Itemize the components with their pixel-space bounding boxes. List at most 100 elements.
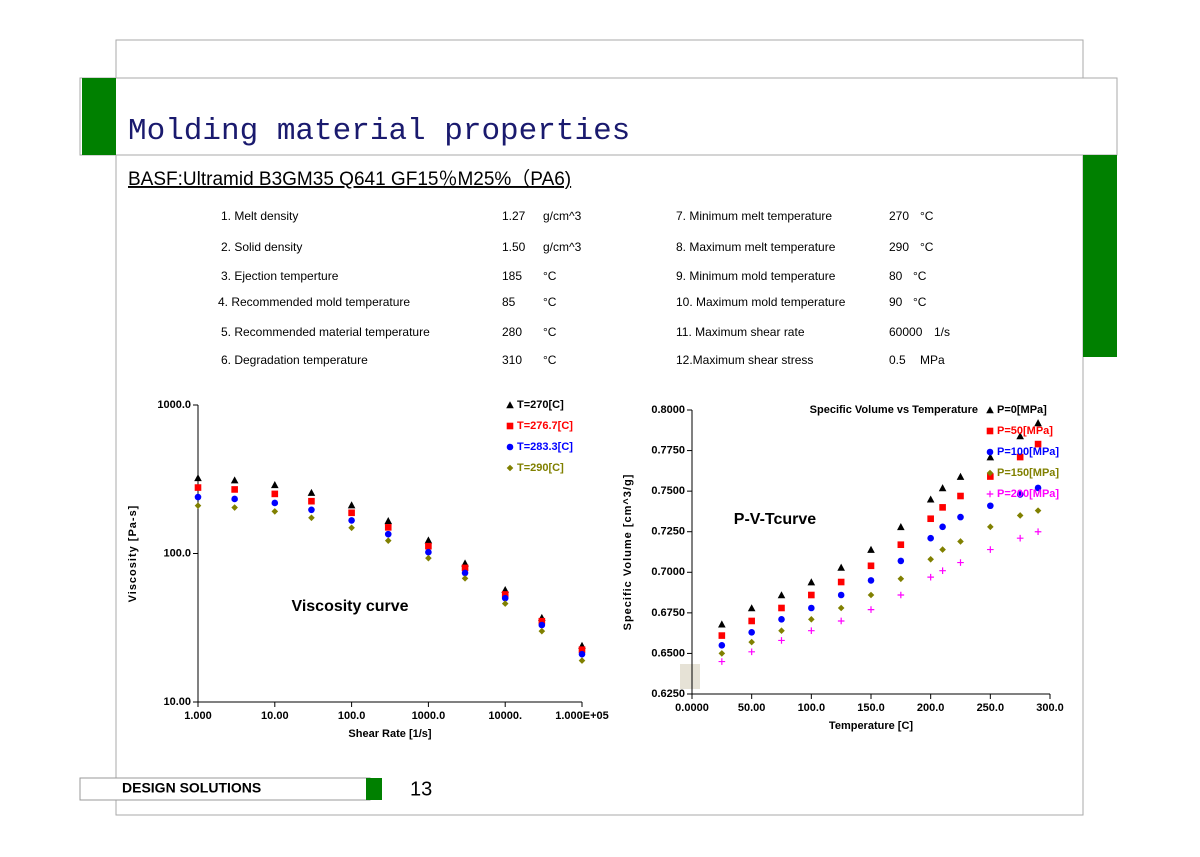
legend-marker bbox=[986, 427, 994, 435]
subtitle: BASF:Ultramid B3GM35 Q641 GF15％M25%（PA6) bbox=[128, 168, 571, 190]
property-unit: °C bbox=[543, 325, 557, 339]
legend-label: P=0[MPa] bbox=[997, 404, 1047, 416]
property-label: 11. Maximum shear rate bbox=[676, 325, 805, 339]
y-tick-label: 0.7250 bbox=[651, 526, 685, 538]
data-marker bbox=[927, 515, 934, 523]
legend-label: T=283.3[C] bbox=[517, 441, 573, 453]
legend-label: P=100[MPa] bbox=[997, 446, 1059, 458]
data-marker bbox=[987, 502, 994, 510]
data-marker bbox=[231, 495, 238, 503]
property-unit: °C bbox=[913, 295, 927, 309]
data-marker bbox=[1034, 507, 1042, 514]
data-marker bbox=[926, 495, 935, 503]
data-marker bbox=[778, 627, 785, 635]
chart-annotation: Viscosity curve bbox=[291, 598, 408, 615]
property-value: 270 bbox=[889, 209, 909, 223]
data-marker bbox=[718, 632, 726, 639]
data-marker bbox=[956, 472, 965, 480]
data-marker bbox=[867, 545, 875, 553]
x-axis-label: Temperature [C] bbox=[829, 720, 913, 732]
data-marker bbox=[808, 604, 815, 612]
x-tick-label: 1000.0 bbox=[412, 710, 446, 722]
data-marker bbox=[897, 541, 905, 548]
property-unit: 1/s bbox=[934, 325, 950, 339]
data-marker bbox=[1016, 453, 1024, 461]
data-marker bbox=[231, 486, 238, 493]
property-unit: °C bbox=[920, 240, 934, 254]
data-marker bbox=[461, 564, 469, 572]
data-marker bbox=[425, 542, 432, 550]
data-marker bbox=[748, 629, 755, 636]
data-marker bbox=[461, 575, 469, 582]
data-marker bbox=[384, 517, 393, 525]
data-marker bbox=[461, 569, 469, 577]
data-marker bbox=[384, 524, 392, 531]
x-tick-label: 100.0 bbox=[338, 710, 366, 722]
data-marker bbox=[938, 484, 947, 492]
data-marker bbox=[425, 548, 432, 556]
data-marker bbox=[718, 650, 726, 657]
property-value: 90 bbox=[889, 295, 903, 309]
property-value: 80 bbox=[889, 269, 903, 283]
data-marker bbox=[837, 604, 845, 612]
data-marker bbox=[777, 591, 786, 599]
x-tick-label: 1.000E+05 bbox=[555, 710, 609, 722]
y-tick-label: 0.7000 bbox=[651, 566, 685, 578]
property-unit: °C bbox=[913, 269, 927, 283]
property-value: 0.5 bbox=[889, 353, 906, 367]
data-marker bbox=[748, 648, 755, 656]
data-marker bbox=[1034, 440, 1042, 448]
property-label: 5. Recommended material temperature bbox=[221, 325, 430, 339]
data-marker bbox=[867, 577, 875, 584]
property-unit: g/cm^3 bbox=[543, 209, 582, 223]
data-marker bbox=[501, 600, 509, 607]
legend-marker bbox=[986, 490, 994, 498]
data-marker bbox=[384, 530, 392, 538]
property-label: 8. Maximum melt temperature bbox=[676, 240, 836, 254]
data-marker bbox=[867, 606, 875, 613]
x-tick-label: 150.0 bbox=[857, 702, 885, 714]
x-tick-label: 1.000 bbox=[184, 710, 212, 722]
data-marker bbox=[837, 578, 845, 586]
property-unit: MPa bbox=[920, 353, 945, 367]
data-marker bbox=[957, 492, 964, 500]
data-marker bbox=[230, 476, 239, 484]
data-marker bbox=[307, 488, 316, 496]
data-marker bbox=[957, 538, 964, 545]
data-marker bbox=[778, 616, 785, 623]
data-marker bbox=[867, 562, 875, 570]
y-tick-label: 0.7500 bbox=[651, 485, 685, 497]
data-marker bbox=[538, 617, 546, 625]
data-marker bbox=[747, 604, 756, 612]
y-tick-label: 0.6750 bbox=[651, 607, 685, 619]
legend-label: T=276.7[C] bbox=[517, 420, 573, 432]
data-marker bbox=[778, 604, 785, 612]
property-label: 9. Minimum mold temperature bbox=[676, 269, 836, 283]
data-marker bbox=[348, 517, 355, 524]
data-marker bbox=[939, 546, 946, 553]
data-marker bbox=[837, 617, 845, 625]
data-marker bbox=[271, 490, 279, 498]
data-marker bbox=[718, 620, 726, 628]
data-marker bbox=[897, 591, 905, 599]
footer-square bbox=[366, 778, 382, 800]
data-marker bbox=[1016, 534, 1024, 542]
x-tick-label: 300.0 bbox=[1036, 702, 1064, 714]
data-marker bbox=[424, 536, 433, 544]
data-marker bbox=[308, 514, 315, 522]
data-marker bbox=[578, 657, 586, 664]
data-marker bbox=[748, 617, 755, 625]
data-marker bbox=[1034, 484, 1042, 492]
y-tick-label: 0.6500 bbox=[651, 647, 685, 659]
data-marker bbox=[808, 627, 815, 635]
data-marker bbox=[348, 509, 355, 517]
data-marker bbox=[927, 556, 934, 563]
data-marker bbox=[837, 563, 845, 571]
legend-label: T=270[C] bbox=[517, 399, 564, 411]
footer-label: DESIGN SOLUTIONS bbox=[122, 780, 261, 796]
legend-label: P=150[MPa] bbox=[997, 467, 1059, 479]
data-marker bbox=[987, 546, 994, 553]
data-marker bbox=[271, 508, 279, 515]
property-unit: °C bbox=[543, 353, 557, 367]
